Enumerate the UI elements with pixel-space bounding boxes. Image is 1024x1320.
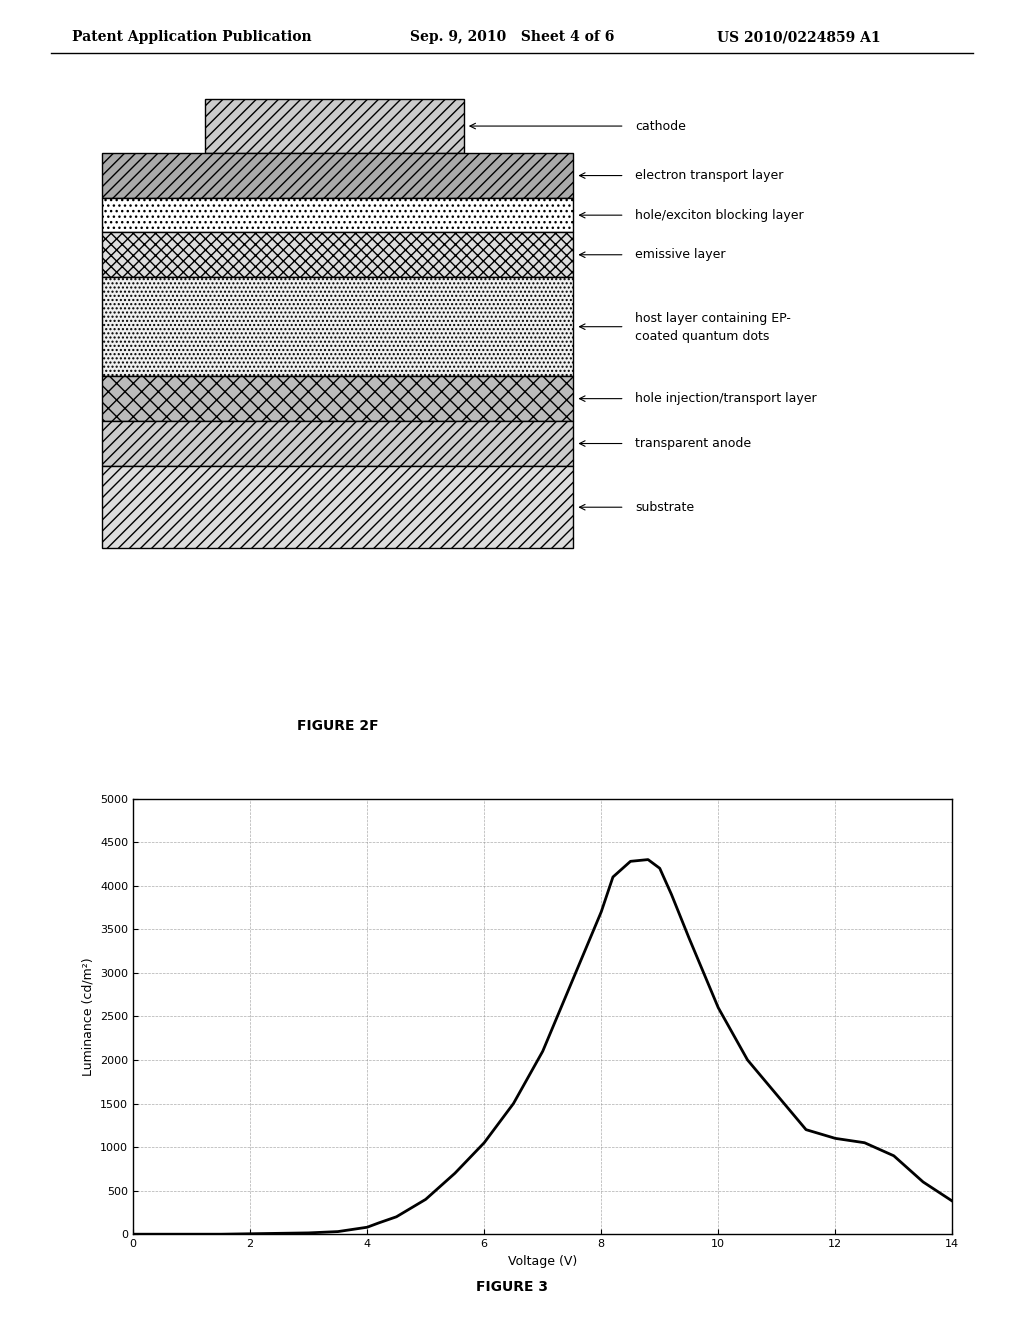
Text: transparent anode: transparent anode [635,437,751,450]
Text: Patent Application Publication: Patent Application Publication [72,30,311,45]
Bar [102,232,573,277]
Text: substrate: substrate [635,500,694,513]
Text: cathode: cathode [635,120,686,132]
Text: FIGURE 3: FIGURE 3 [476,1279,548,1294]
Bar [102,466,573,549]
Bar [205,99,464,153]
Bar [102,198,573,232]
Text: FIGURE 2F: FIGURE 2F [297,718,379,733]
Bar [102,277,573,376]
Text: US 2010/0224859 A1: US 2010/0224859 A1 [717,30,881,45]
Bar [102,153,573,198]
Text: emissive layer: emissive layer [635,248,725,261]
Text: host layer containing EP-: host layer containing EP- [635,313,791,325]
Y-axis label: Luminance (cd/m²): Luminance (cd/m²) [82,957,94,1076]
Text: electron transport layer: electron transport layer [635,169,783,182]
Bar [102,376,573,421]
Text: coated quantum dots: coated quantum dots [635,330,769,343]
Text: Sep. 9, 2010   Sheet 4 of 6: Sep. 9, 2010 Sheet 4 of 6 [410,30,614,45]
Text: hole injection/transport layer: hole injection/transport layer [635,392,816,405]
Bar [102,421,573,466]
X-axis label: Voltage (V): Voltage (V) [508,1254,578,1267]
Text: hole/exciton blocking layer: hole/exciton blocking layer [635,209,804,222]
